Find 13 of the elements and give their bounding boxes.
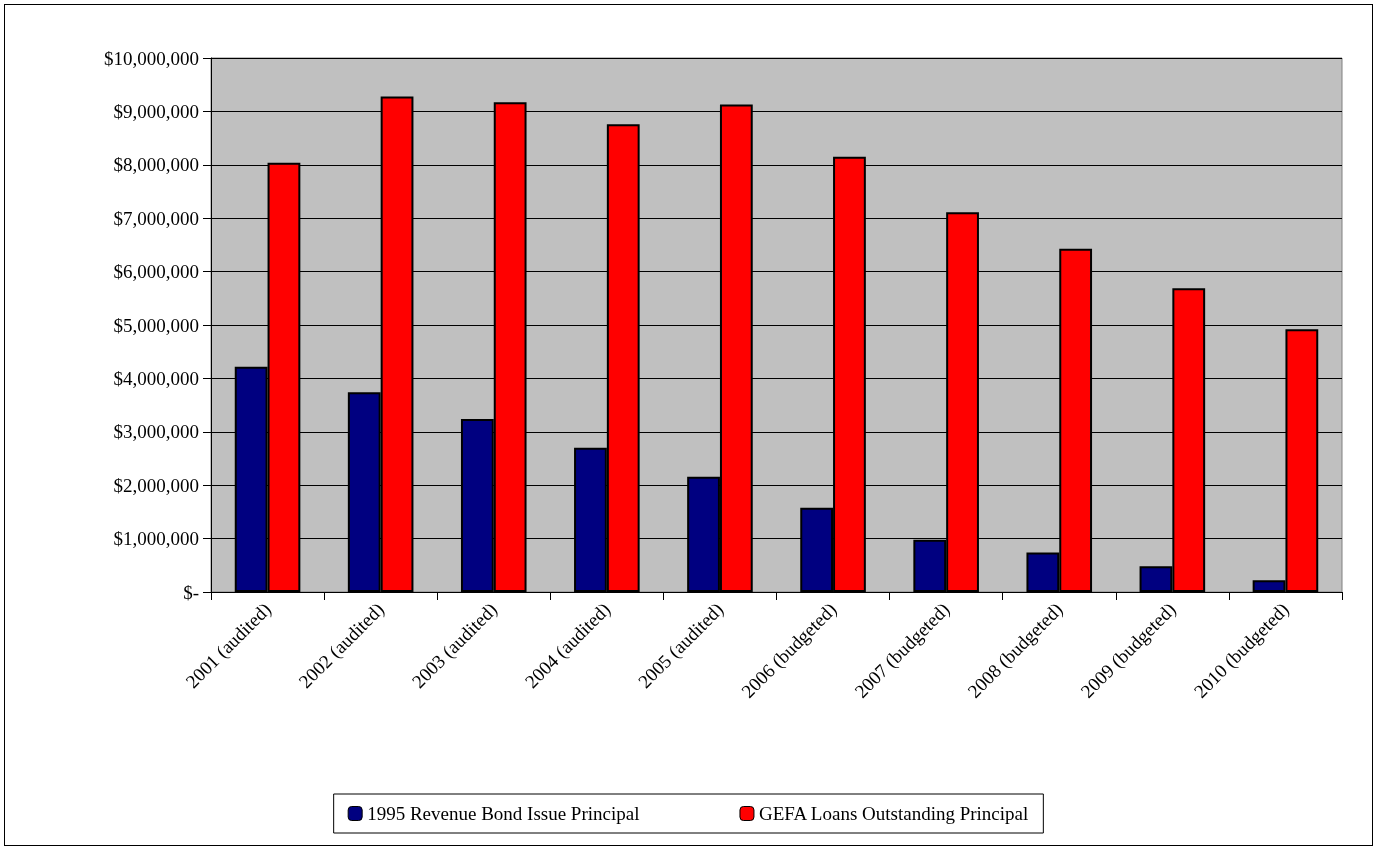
y-tick-label: $2,000,000	[113, 474, 199, 496]
y-tick-label: $1,000,000	[113, 528, 199, 550]
y-tick-label: $8,000,000	[113, 154, 199, 176]
legend-label: GEFA Loans Outstanding Principal	[758, 803, 1029, 824]
legend-label: 1995 Revenue Bond Issue Principal	[367, 803, 640, 824]
y-tick-label: $-	[183, 581, 199, 603]
y-tick-label: $4,000,000	[113, 367, 199, 389]
y-tick-label: $9,000,000	[113, 100, 199, 122]
y-tick-label: $6,000,000	[113, 261, 199, 283]
y-tick-label: $10,000,000	[104, 47, 199, 69]
y-tick-label: $3,000,000	[113, 421, 199, 443]
y-tick-label: $5,000,000	[113, 314, 199, 336]
y-tick-label: $7,000,000	[113, 207, 199, 229]
